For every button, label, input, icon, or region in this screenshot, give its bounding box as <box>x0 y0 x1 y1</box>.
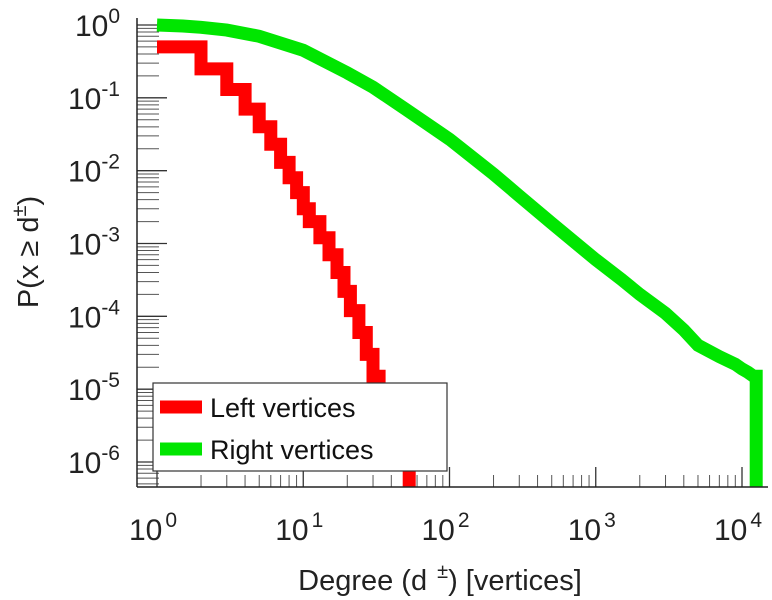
x-tick-label: 10 3 <box>568 509 616 547</box>
x-tick-label: 10 2 <box>421 509 469 547</box>
y-tick-label: 10-2 <box>68 151 120 189</box>
y-tick-label: 10-3 <box>68 224 120 262</box>
legend-label-right: Right vertices <box>210 435 374 465</box>
legend-label-left: Left vertices <box>210 393 356 423</box>
y-tick-label: 10-5 <box>68 369 120 407</box>
series-line-left-vertices <box>157 40 416 487</box>
y-tick-label: 10-6 <box>68 442 120 480</box>
legend-box <box>152 382 448 472</box>
x-tick-label: 10 1 <box>275 509 323 547</box>
y-tick-labels: 100 10-1 10-2 10-3 10-4 10-5 10-6 <box>68 5 120 480</box>
x-axis-label: Degree (d ±) [vertices] <box>298 561 582 597</box>
y-tick-label: 10-4 <box>68 296 120 334</box>
series-layer <box>156 18 763 487</box>
x-tick-label: 10 4 <box>714 509 762 547</box>
legend: Left vertices Right vertices <box>152 382 448 472</box>
y-tick-label: 10-1 <box>68 78 120 116</box>
x-tick-label: 10 0 <box>129 509 177 547</box>
x-tick-labels: 10 0 10 1 10 2 10 3 10 4 <box>129 509 762 547</box>
axis-ticks <box>137 24 743 487</box>
y-axis-label: P(x ≥ d±) <box>9 196 45 308</box>
y-tick-label: 100 <box>75 5 120 43</box>
series-line-right-vertices <box>156 18 763 487</box>
